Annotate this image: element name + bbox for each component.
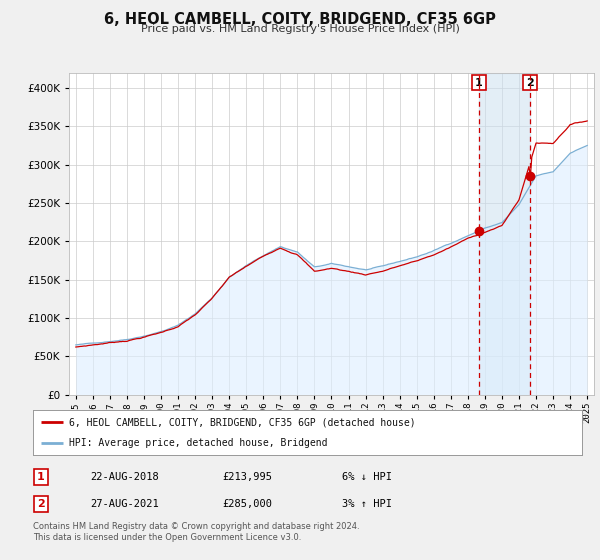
Text: 1: 1 bbox=[475, 78, 483, 87]
Text: £285,000: £285,000 bbox=[222, 499, 272, 509]
Text: 27-AUG-2021: 27-AUG-2021 bbox=[90, 499, 159, 509]
Text: £213,995: £213,995 bbox=[222, 472, 272, 482]
Text: 6, HEOL CAMBELL, COITY, BRIDGEND, CF35 6GP: 6, HEOL CAMBELL, COITY, BRIDGEND, CF35 6… bbox=[104, 12, 496, 27]
Text: Price paid vs. HM Land Registry's House Price Index (HPI): Price paid vs. HM Land Registry's House … bbox=[140, 24, 460, 34]
Text: 22-AUG-2018: 22-AUG-2018 bbox=[90, 472, 159, 482]
Text: 3% ↑ HPI: 3% ↑ HPI bbox=[342, 499, 392, 509]
Text: HPI: Average price, detached house, Bridgend: HPI: Average price, detached house, Brid… bbox=[68, 437, 327, 447]
Text: This data is licensed under the Open Government Licence v3.0.: This data is licensed under the Open Gov… bbox=[33, 533, 301, 542]
Text: 6% ↓ HPI: 6% ↓ HPI bbox=[342, 472, 392, 482]
Text: 2: 2 bbox=[526, 78, 534, 87]
Bar bbox=[479, 73, 530, 395]
Text: 2: 2 bbox=[37, 499, 44, 509]
Text: Contains HM Land Registry data © Crown copyright and database right 2024.: Contains HM Land Registry data © Crown c… bbox=[33, 522, 359, 531]
Text: 6, HEOL CAMBELL, COITY, BRIDGEND, CF35 6GP (detached house): 6, HEOL CAMBELL, COITY, BRIDGEND, CF35 6… bbox=[68, 417, 415, 427]
Text: 1: 1 bbox=[37, 472, 44, 482]
